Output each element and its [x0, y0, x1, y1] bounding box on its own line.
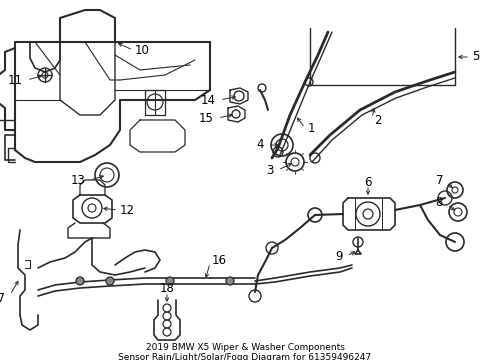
Text: 11: 11 — [8, 73, 23, 86]
Text: 6: 6 — [364, 175, 372, 189]
Text: 7: 7 — [436, 174, 443, 186]
Text: 17: 17 — [0, 292, 6, 305]
Text: 13: 13 — [71, 174, 86, 186]
Text: 5: 5 — [472, 50, 479, 63]
Text: 3: 3 — [267, 163, 274, 176]
Text: 15: 15 — [199, 112, 214, 125]
Circle shape — [106, 277, 114, 285]
Text: 14: 14 — [201, 94, 216, 107]
Text: 2019 BMW X5 Wiper & Washer Components: 2019 BMW X5 Wiper & Washer Components — [146, 343, 344, 352]
Text: 1: 1 — [308, 122, 316, 135]
Text: 16: 16 — [212, 253, 227, 266]
Text: 4: 4 — [256, 139, 264, 152]
Text: 10: 10 — [135, 44, 150, 57]
Text: 2: 2 — [374, 113, 382, 126]
Text: 18: 18 — [160, 283, 174, 296]
Text: 12: 12 — [120, 203, 135, 216]
Circle shape — [76, 277, 84, 285]
Circle shape — [166, 277, 174, 285]
Circle shape — [226, 277, 234, 285]
Text: Sensor Rain/Light/Solar/Fogg Diagram for 61359496247: Sensor Rain/Light/Solar/Fogg Diagram for… — [119, 352, 371, 360]
Text: 8: 8 — [436, 197, 443, 210]
Text: 9: 9 — [336, 251, 343, 264]
